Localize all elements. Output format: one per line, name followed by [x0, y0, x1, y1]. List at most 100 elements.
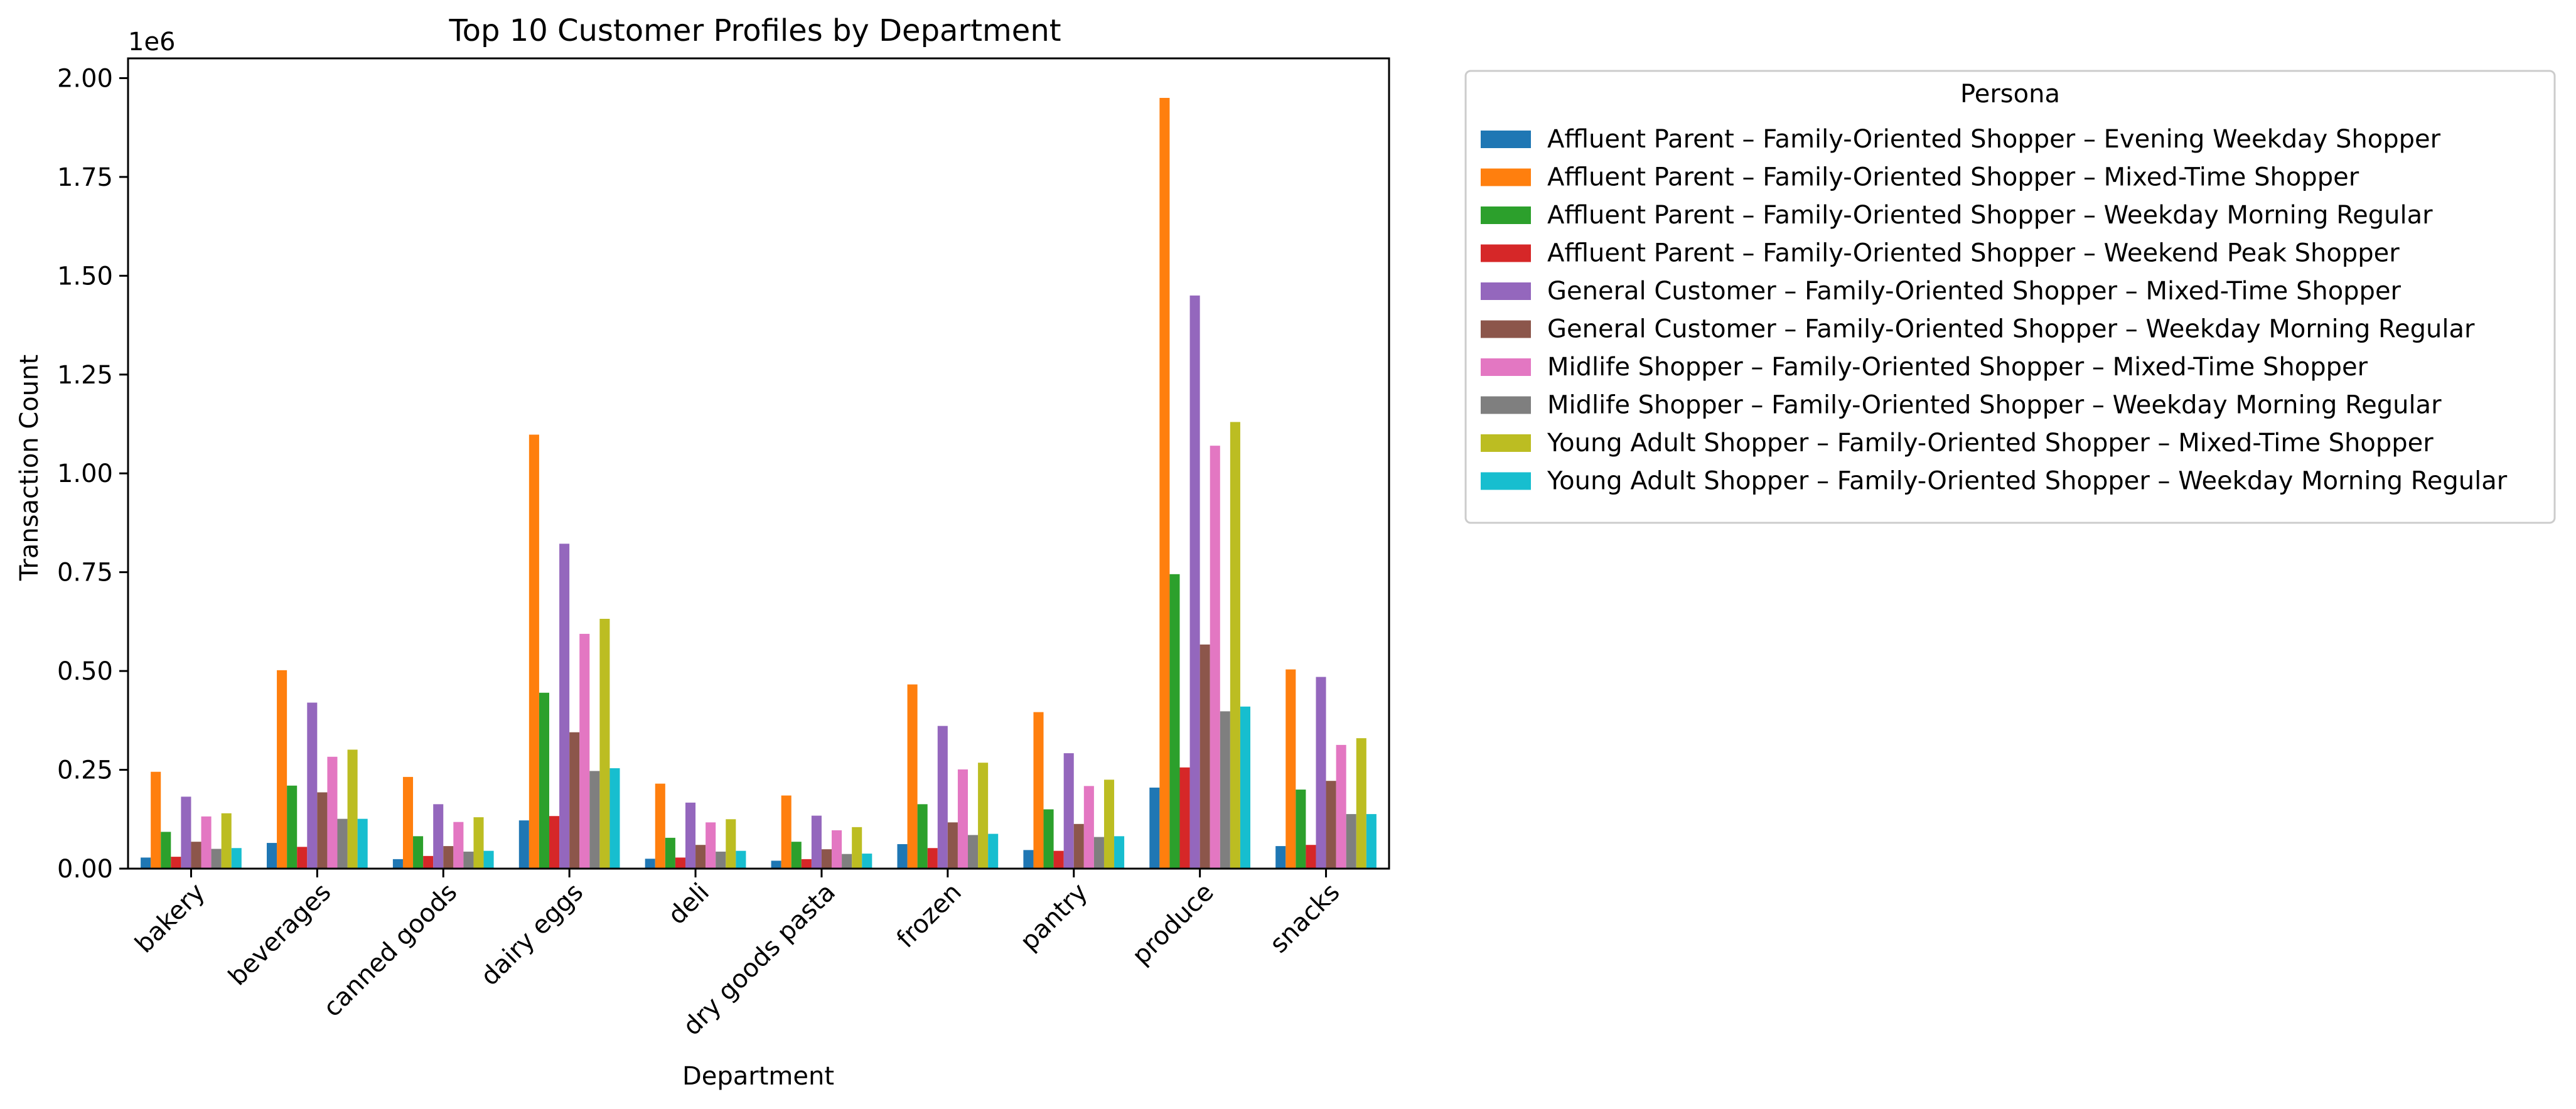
- legend-swatch: [1481, 282, 1531, 300]
- bar-beverages-series-3: [287, 785, 298, 869]
- bar-beverages-series-1: [266, 843, 277, 869]
- bar-pantry-series-9: [1103, 780, 1115, 869]
- y-tick-label: 1.50: [57, 262, 113, 291]
- bar-canned-goods-series-6: [443, 846, 454, 869]
- bar-pantry-series-4: [1053, 850, 1064, 869]
- bar-produce-series-8: [1220, 711, 1230, 869]
- bar-dairy-eggs-series-2: [529, 434, 539, 869]
- bar-beverages-series-8: [337, 818, 348, 869]
- bar-bakery-series-8: [211, 849, 222, 869]
- bar-canned-goods-series-5: [433, 804, 444, 869]
- bar-beverages-series-6: [317, 792, 328, 869]
- chart-title: Top 10 Customer Profiles by Department: [448, 13, 1061, 48]
- bar-frozen-series-5: [937, 726, 948, 869]
- bar-pantry-series-6: [1073, 823, 1084, 869]
- bar-snacks-series-8: [1346, 814, 1356, 869]
- y-tick-label: 1.00: [57, 459, 113, 488]
- bar-produce-series-4: [1179, 767, 1190, 869]
- bar-dry-goods-pasta-series-8: [842, 854, 852, 869]
- legend-swatch: [1481, 168, 1531, 186]
- bar-deli-series-2: [655, 783, 665, 869]
- bar-deli-series-9: [726, 819, 736, 869]
- bar-deli-series-8: [716, 851, 726, 869]
- bar-deli-series-3: [665, 837, 675, 869]
- legend-entry-label: Affluent Parent – Family-Oriented Shoppe…: [1547, 201, 2433, 230]
- bar-pantry-series-2: [1033, 712, 1044, 869]
- y-tick-label: 1.75: [57, 163, 113, 192]
- bar-produce-series-9: [1230, 422, 1240, 869]
- y-axis-offset-label: 1e6: [128, 28, 176, 56]
- bar-pantry-series-10: [1114, 836, 1125, 869]
- y-axis-label: Transaction Count: [15, 355, 44, 581]
- legend-entry-label: Young Adult Shopper – Family-Oriented Sh…: [1547, 429, 2434, 458]
- bar-dry-goods-pasta-series-6: [821, 849, 832, 869]
- legend-entry-label: Midlife Shopper – Family-Oriented Shoppe…: [1547, 391, 2442, 420]
- x-axis-label: Department: [682, 1062, 834, 1091]
- bar-dairy-eggs-series-10: [609, 768, 620, 869]
- legend-entry-label: Affluent Parent – Family-Oriented Shoppe…: [1547, 125, 2441, 154]
- bar-snacks-series-4: [1306, 845, 1316, 869]
- bar-canned-goods-series-8: [463, 851, 474, 869]
- bar-canned-goods-series-10: [483, 850, 494, 869]
- legend-swatch: [1481, 434, 1531, 452]
- bar-frozen-series-7: [957, 769, 968, 869]
- legend-title: Persona: [1960, 80, 2060, 109]
- bar-snacks-series-10: [1366, 814, 1377, 869]
- bar-dry-goods-pasta-series-1: [771, 860, 781, 869]
- bar-beverages-series-2: [277, 670, 287, 869]
- y-tick-label: 2.00: [57, 64, 113, 93]
- bar-deli-series-7: [706, 822, 716, 869]
- bar-dairy-eggs-series-7: [579, 633, 590, 869]
- bar-dairy-eggs-series-9: [599, 618, 610, 869]
- plot-area-frame: [127, 57, 1390, 870]
- bar-snacks-series-5: [1316, 677, 1326, 869]
- bar-bakery-series-1: [141, 857, 151, 869]
- bar-frozen-series-1: [897, 844, 908, 869]
- bar-produce-series-1: [1149, 787, 1160, 869]
- bar-beverages-series-9: [347, 749, 358, 869]
- bar-produce-series-10: [1240, 706, 1251, 869]
- y-tick-label: 0.50: [57, 657, 113, 686]
- bar-beverages-series-4: [297, 847, 308, 869]
- bar-frozen-series-3: [917, 804, 928, 869]
- bar-frozen-series-10: [988, 833, 999, 869]
- y-tick-label: 0.00: [57, 855, 113, 884]
- legend-swatch: [1481, 206, 1531, 224]
- bar-canned-goods-series-2: [402, 776, 414, 869]
- legend-entry-label: Young Adult Shopper – Family-Oriented Sh…: [1547, 467, 2508, 496]
- bar-snacks-series-9: [1356, 738, 1366, 869]
- bar-pantry-series-8: [1093, 837, 1104, 869]
- legend-swatch: [1481, 244, 1531, 262]
- bar-dry-goods-pasta-series-7: [832, 830, 842, 869]
- legend-swatch: [1481, 131, 1531, 148]
- y-axis: 0.00 0.25 0.50 0.75 1.00 1.25 1.50 1.75 2.00: [57, 64, 128, 884]
- bar-bakery-series-3: [161, 832, 171, 869]
- bar-pantry-series-3: [1043, 809, 1054, 869]
- bar-pantry-series-7: [1083, 786, 1094, 869]
- bar-dairy-eggs-series-4: [549, 816, 560, 869]
- bar-frozen-series-6: [947, 822, 958, 869]
- bar-pantry-series-1: [1023, 850, 1034, 869]
- bar-dairy-eggs-series-3: [539, 692, 549, 869]
- bar-bakery-series-6: [191, 842, 201, 869]
- bar-canned-goods-series-4: [423, 855, 434, 869]
- bar-snacks-series-1: [1275, 846, 1286, 869]
- bar-dry-goods-pasta-series-4: [801, 859, 812, 869]
- bar-produce-series-5: [1189, 295, 1200, 869]
- legend-entry-label: Affluent Parent – Family-Oriented Shoppe…: [1547, 239, 2400, 268]
- bar-bakery-series-5: [181, 796, 191, 869]
- y-tick-label: 0.25: [57, 756, 113, 785]
- bar-dry-goods-pasta-series-5: [811, 815, 822, 869]
- bar-deli-series-5: [685, 802, 696, 869]
- bar-dry-goods-pasta-series-2: [781, 795, 792, 869]
- bar-deli-series-10: [736, 850, 746, 869]
- bar-snacks-series-2: [1285, 669, 1296, 869]
- bar-dairy-eggs-series-8: [589, 771, 600, 869]
- bar-dairy-eggs-series-6: [569, 732, 580, 869]
- y-tick-label: 0.75: [57, 559, 113, 587]
- bar-dry-goods-pasta-series-3: [791, 842, 802, 869]
- bar-snacks-series-6: [1326, 781, 1336, 869]
- bar-frozen-series-4: [927, 848, 938, 869]
- bar-dry-goods-pasta-series-9: [852, 827, 862, 869]
